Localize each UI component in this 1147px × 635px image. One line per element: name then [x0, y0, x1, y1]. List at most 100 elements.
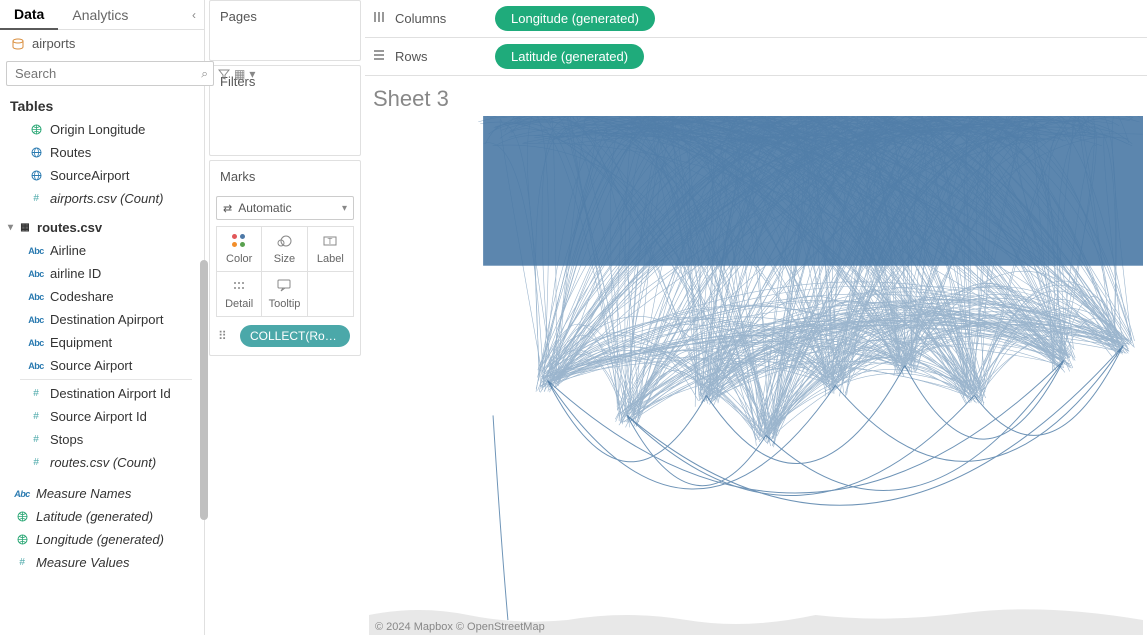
globe-icon: [14, 534, 30, 545]
rows-shelf[interactable]: Rows Latitude (generated): [365, 38, 1147, 76]
color-icon: [232, 233, 246, 249]
tab-analytics[interactable]: Analytics: [58, 1, 142, 29]
filter-icon[interactable]: [218, 65, 230, 83]
mark-label[interactable]: T Label: [308, 227, 353, 272]
hash-icon: #: [28, 411, 44, 422]
field-label: airports.csv (Count): [50, 191, 163, 206]
map-attribution: © 2024 Mapbox © OpenStreetMap: [375, 621, 545, 633]
abc-icon: Abc: [28, 269, 44, 279]
automatic-icon: ⇄: [223, 202, 232, 215]
field-item[interactable]: Routes: [0, 141, 204, 164]
data-pane: Data Analytics ‹ airports ⌕ ▦ ▾ Tables O…: [0, 0, 205, 635]
table-routes-header[interactable]: ▾ ▦ routes.csv: [0, 210, 204, 239]
globe-icon: [28, 124, 44, 135]
rows-icon: [373, 49, 387, 64]
mark-type-label: Automatic: [238, 201, 291, 215]
field-label: Destination Apirport: [50, 312, 163, 327]
geo-icon: [28, 170, 44, 181]
mark-color-label: Color: [226, 253, 252, 265]
field-item[interactable]: #routes.csv (Count): [0, 451, 204, 474]
field-item[interactable]: # airports.csv (Count): [0, 187, 204, 210]
geo-icon: [28, 147, 44, 158]
search-icon: ⌕: [201, 66, 208, 81]
columns-shelf[interactable]: Columns Longitude (generated): [365, 0, 1147, 38]
abc-icon: Abc: [28, 361, 44, 371]
mark-size[interactable]: Size: [262, 227, 307, 272]
svg-text:T: T: [328, 237, 333, 246]
field-label: airline ID: [50, 266, 101, 281]
abc-icon: Abc: [28, 246, 44, 256]
marks-card: Marks ⇄ Automatic ▾ Color: [209, 160, 361, 356]
filters-title: Filters: [210, 66, 360, 97]
mark-detail-label: Detail: [225, 298, 253, 310]
field-item[interactable]: #Stops: [0, 428, 204, 451]
field-item[interactable]: Abc Equipment: [0, 331, 204, 354]
field-item[interactable]: Abc Source Airport: [0, 354, 204, 377]
field-item[interactable]: Origin Longitude: [0, 118, 204, 141]
columns-pill[interactable]: Longitude (generated): [495, 6, 655, 31]
field-item[interactable]: #Destination Airport Id: [0, 382, 204, 405]
sheet-title[interactable]: Sheet 3: [365, 76, 1147, 116]
collect-pill[interactable]: COLLECT(Rout...: [240, 325, 350, 347]
cards-column: Pages Filters Marks ⇄ Automatic ▾ Color: [205, 0, 365, 635]
chevron-down-icon: ▾: [8, 222, 13, 233]
mark-tooltip[interactable]: Tooltip: [262, 272, 307, 316]
table-icon: ▦: [17, 222, 33, 233]
globe-icon: [14, 511, 30, 522]
tables-header: Tables: [0, 90, 204, 118]
mark-type-dropdown[interactable]: ⇄ Automatic ▾: [216, 196, 354, 220]
hash-icon: #: [28, 193, 44, 204]
hash-icon: #: [28, 457, 44, 468]
dropdown-icon[interactable]: ▾: [249, 65, 255, 83]
sidebar-scrollbar[interactable]: [200, 260, 208, 520]
hash-icon: #: [28, 434, 44, 445]
field-label: Airline: [50, 243, 86, 258]
field-item[interactable]: # Measure Values: [0, 551, 204, 574]
field-label: Destination Airport Id: [50, 386, 171, 401]
mark-tooltip-label: Tooltip: [269, 298, 301, 310]
tab-data[interactable]: Data: [0, 0, 58, 30]
chevron-down-icon: ▾: [342, 203, 347, 214]
marks-pill-row: ⠿ COLLECT(Rout...: [216, 325, 354, 347]
divider: [20, 379, 192, 380]
view-toggle-icon[interactable]: ▦: [234, 65, 245, 83]
field-label: Source Airport: [50, 358, 132, 373]
search-row: ⌕ ▦ ▾: [0, 57, 204, 90]
collapse-sidebar-icon[interactable]: ‹: [184, 8, 204, 22]
pages-title: Pages: [210, 1, 360, 32]
rows-pill[interactable]: Latitude (generated): [495, 44, 644, 69]
abc-icon: Abc: [28, 315, 44, 325]
tooltip-icon: [277, 278, 291, 294]
field-item[interactable]: # Source Airport Id: [0, 405, 204, 428]
field-label: Measure Values: [36, 555, 129, 570]
filters-card: Filters: [209, 65, 361, 156]
table-routes-name: routes.csv: [37, 220, 102, 235]
mark-color[interactable]: Color: [217, 227, 262, 272]
field-item[interactable]: Latitude (generated): [0, 505, 204, 528]
columns-icon: [373, 11, 387, 26]
field-label: Latitude (generated): [36, 509, 153, 524]
abc-icon: Abc: [28, 292, 44, 302]
field-label: Codeshare: [50, 289, 114, 304]
mark-label-label: Label: [317, 253, 344, 265]
field-label: Equipment: [50, 335, 112, 350]
hash-icon: #: [14, 557, 30, 568]
mark-size-label: Size: [274, 253, 295, 265]
datasource-name: airports: [32, 36, 75, 51]
field-item[interactable]: SourceAirport: [0, 164, 204, 187]
columns-label: Columns: [395, 11, 446, 26]
abc-icon: Abc: [28, 338, 44, 348]
field-item[interactable]: Longitude (generated): [0, 528, 204, 551]
field-item[interactable]: Abc Codeshare: [0, 285, 204, 308]
field-label: SourceAirport: [50, 168, 129, 183]
field-label: Source Airport Id: [50, 409, 147, 424]
datasource-row[interactable]: airports: [0, 30, 204, 57]
search-input[interactable]: [6, 61, 214, 86]
field-item[interactable]: Abc airline ID: [0, 262, 204, 285]
field-item[interactable]: AbcMeasure Names: [0, 482, 204, 505]
field-item[interactable]: Abc Airline: [0, 239, 204, 262]
mark-detail[interactable]: Detail: [217, 272, 262, 316]
rows-label: Rows: [395, 49, 428, 64]
field-item[interactable]: Abc Destination Apirport: [0, 308, 204, 331]
map-viz[interactable]: © 2024 Mapbox © OpenStreetMap: [369, 116, 1143, 635]
